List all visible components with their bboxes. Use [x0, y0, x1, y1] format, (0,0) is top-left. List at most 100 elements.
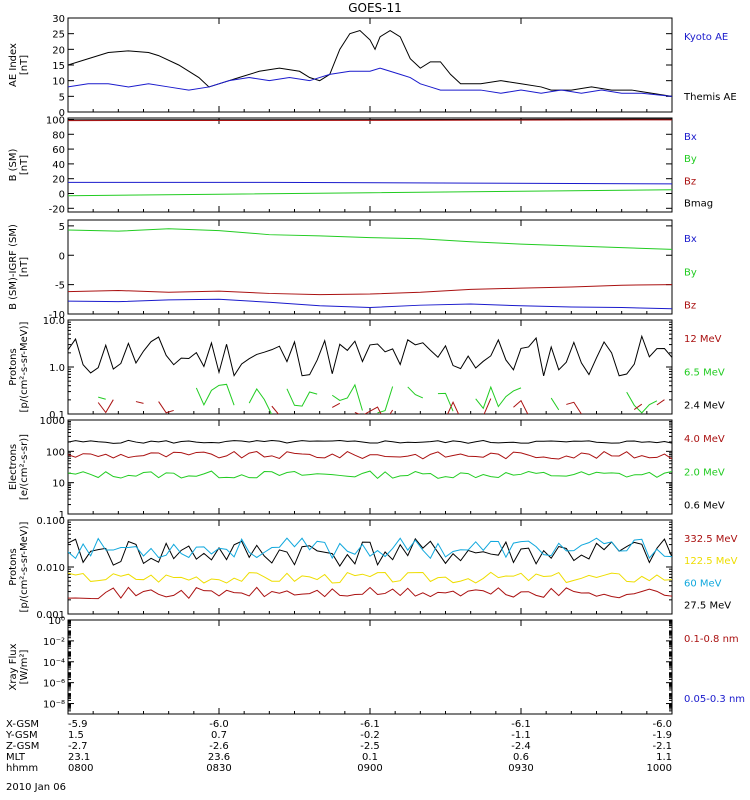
y-tick-label: 0.1 [49, 410, 65, 421]
panel-frame [67, 419, 673, 515]
series-line [68, 67, 672, 97]
orbit-value: -1.9 [652, 730, 672, 741]
y-tick-label: 10 [52, 479, 65, 490]
orbit-value: -2.5 [360, 741, 380, 752]
y-axis-label: [p/(cm²-s-sr-MeV)] [19, 521, 30, 612]
panel-frame [67, 619, 673, 715]
series-line [68, 181, 672, 185]
y-tick-label: 10 [52, 77, 65, 88]
series-line [68, 119, 672, 122]
legend-entry: 0.6 MeV [684, 501, 725, 512]
y-tick-label: 1000 [40, 416, 65, 427]
y-tick-label: -20 [49, 204, 65, 215]
series-line [68, 537, 672, 567]
legend-entry: Themis AE [683, 92, 737, 103]
y-tick-label: 100 [46, 115, 65, 126]
orbit-value: 0900 [357, 763, 382, 774]
series-line [68, 228, 672, 250]
orbit-row-label: X-GSM [6, 719, 39, 730]
orbit-value: -2.4 [511, 741, 531, 752]
y-tick-label: 10⁻⁸ [43, 700, 65, 711]
orbit-value: 0800 [68, 763, 93, 774]
date-label: 2010 Jan 06 [6, 782, 66, 793]
y-axis-label: Electrons [8, 444, 19, 490]
series-line [135, 401, 144, 404]
y-axis-label: [nT] [19, 55, 30, 75]
y-tick-label: 0 [59, 189, 65, 200]
series-line [483, 398, 492, 414]
series-line [271, 405, 280, 414]
orbit-value: -6.0 [209, 719, 229, 730]
series-line [513, 399, 529, 414]
y-axis-label: Protons [8, 348, 19, 385]
orbit-value: -5.9 [68, 719, 88, 730]
y-tick-label: 0.010 [36, 563, 65, 574]
series-line [68, 470, 672, 480]
orbit-table: X-GSM -5.9 -6.0 -6.1 -6.1 -6.0 Y-GSM 1.5 0.7 -0.2… [5, 719, 672, 774]
orbit-value: 23.6 [208, 752, 230, 763]
panel-1: 0 5 10 15 20 25 30 AE Index [nT] Kyoto AE Themis A… [8, 14, 737, 119]
panel-4: 0.1 1.0 10.0 Protons [p/(cm²-s-sr-MeV)] 12 Me… [8, 316, 725, 421]
series-line [158, 401, 174, 414]
legend-entry: Kyoto AE [684, 32, 728, 43]
y-tick-label: 5 [59, 222, 65, 233]
series-line [447, 400, 460, 414]
orbit-value: 0.7 [211, 730, 227, 741]
series-line [626, 391, 658, 414]
orbit-value: -6.1 [360, 719, 380, 730]
legend-entry: 122.5 MeV [684, 556, 738, 567]
y-axis-label: B (SM) [8, 148, 19, 181]
series-line [68, 118, 672, 121]
orbit-value: 0.6 [513, 752, 529, 763]
series-group [68, 537, 672, 600]
series-line [97, 399, 114, 414]
panel-5: 1 10 100 1000 Electrons [e/(cm²-s-sr)] 4.0 MeV… [8, 416, 725, 521]
series-line [68, 189, 672, 197]
orbit-value: -6.1 [511, 719, 531, 730]
legend-entry: 2.4 MeV [684, 401, 725, 412]
y-tick-label: 0.001 [36, 610, 65, 621]
orbit-row-label: hhmm [6, 763, 38, 774]
y-axis-label: AE Index [8, 43, 19, 87]
series-line [195, 383, 235, 407]
legend-entry: Bx [684, 234, 697, 245]
y-tick-label: 10⁻⁴ [43, 658, 65, 669]
y-axis-label: Xray Flux [8, 643, 19, 690]
orbit-value: 1000 [647, 763, 672, 774]
legend-entry: 332.5 MeV [684, 534, 738, 545]
series-line [248, 388, 273, 414]
legend-entry: Bz [684, 176, 696, 187]
legend-entry: Bmag [684, 199, 713, 210]
legend-entry: 60 MeV [684, 578, 722, 589]
series-group [68, 118, 672, 197]
series-line [68, 571, 672, 584]
y-tick-label: 15 [52, 61, 65, 72]
series-line [68, 284, 672, 296]
orbit-value: 0.1 [362, 752, 378, 763]
orbit-value: -2.1 [652, 741, 672, 752]
orbit-value: 23.1 [68, 752, 90, 763]
orbit-value: -6.0 [652, 719, 672, 730]
series-line [354, 406, 394, 414]
legend-entry: Bz [684, 301, 696, 312]
y-tick-label: 40 [52, 160, 65, 171]
figure-title: GOES-11 [348, 1, 402, 15]
orbit-value: -1.1 [511, 730, 531, 741]
y-tick-label: 5 [59, 92, 65, 103]
y-tick-label: -5 [55, 281, 65, 292]
legend-entry: By [684, 267, 697, 278]
series-line [475, 385, 522, 410]
orbit-row-label: MLT [6, 752, 26, 763]
orbit-row-label: Z-GSM [6, 741, 39, 752]
series-line [437, 392, 454, 412]
series-line [68, 439, 672, 444]
series-line [633, 403, 643, 410]
y-tick-label: 0 [59, 108, 65, 119]
series-line [377, 386, 394, 414]
legend-entry: 6.5 MeV [684, 367, 725, 378]
y-axis-label: [nT] [19, 155, 30, 175]
y-tick-label: 10⁰ [48, 616, 65, 627]
panel-frame [67, 17, 673, 113]
orbit-value: -0.2 [360, 730, 380, 741]
